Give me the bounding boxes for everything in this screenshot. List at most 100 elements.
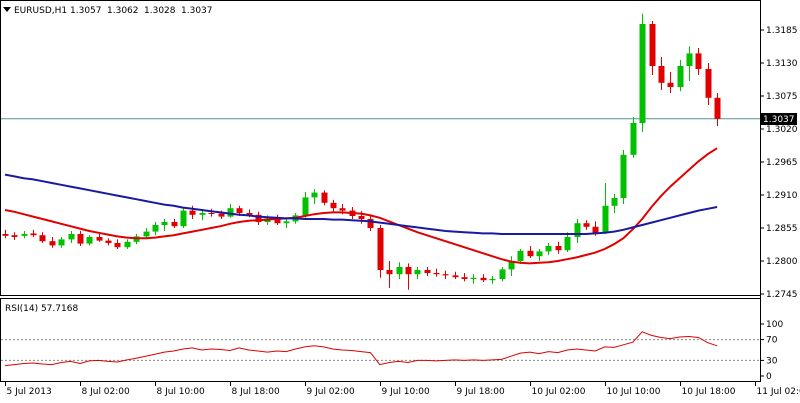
candle-body	[678, 66, 684, 87]
candle-body	[50, 241, 56, 245]
candle-body	[462, 277, 468, 279]
candle-body	[162, 222, 168, 225]
price-tick-label: 1.3130	[766, 59, 798, 69]
candle-body	[378, 228, 384, 270]
candle-body	[284, 221, 290, 223]
candle-body	[303, 197, 309, 215]
candle-body	[219, 214, 225, 217]
candle-body	[593, 227, 599, 233]
candle-body	[631, 123, 637, 155]
rsi-tick-label: 0	[766, 372, 772, 382]
price-tick-label: 1.3020	[766, 125, 798, 135]
candle-body	[397, 267, 403, 274]
time-tick-label: 10 Jul 10:00	[607, 387, 661, 397]
candle-body	[425, 270, 431, 273]
candle-body	[565, 237, 571, 250]
chart-header: EURUSD,H1 1.3057 1.3062 1.3028 1.3037	[3, 6, 213, 16]
price-tick-label: 1.2745	[766, 290, 798, 300]
candle-body	[40, 235, 46, 241]
candle-body	[331, 203, 337, 208]
price-tick-label: 1.2855	[766, 224, 798, 234]
candle-body	[200, 213, 206, 215]
candle-body	[144, 232, 150, 237]
candle-body	[209, 213, 215, 214]
price-tick-label: 1.3185	[766, 26, 798, 36]
time-tick-label: 9 Jul 10:00	[382, 387, 431, 397]
current-price-tag: 1.3037	[761, 113, 797, 125]
candle-body	[106, 241, 112, 243]
time-tick-label: 8 Jul 10:00	[157, 387, 206, 397]
time-tick-label: 8 Jul 18:00	[232, 387, 281, 397]
candle-body	[87, 237, 93, 244]
rsi-label: RSI(14) 57.7168	[5, 304, 78, 314]
candle-body	[69, 234, 75, 239]
candle-body	[12, 235, 18, 237]
candle-body	[556, 246, 562, 250]
candle-body	[322, 193, 328, 203]
candle-body	[537, 251, 543, 256]
time-tick-label: 10 Jul 18:00	[682, 387, 736, 397]
candle	[621, 150, 627, 204]
candle-body	[434, 273, 440, 274]
candle-body	[340, 208, 346, 210]
open-price: 1.3057	[70, 6, 102, 16]
candle-body	[125, 242, 131, 247]
candle-body	[640, 24, 646, 123]
candle-body	[153, 225, 159, 232]
candle-body	[115, 243, 121, 247]
candle-body	[415, 270, 421, 274]
candle-body	[237, 208, 243, 213]
rsi-axis: 100 70 30 0	[760, 320, 783, 382]
rsi-tick-label: 30	[766, 356, 778, 366]
time-tick-label: 9 Jul 02:00	[307, 387, 356, 397]
candle-body	[3, 234, 9, 236]
candle-body	[706, 69, 712, 98]
time-tick-label: 9 Jul 18:00	[457, 387, 506, 397]
candle	[378, 225, 384, 278]
high-price: 1.3062	[107, 6, 139, 16]
candle-body	[650, 24, 656, 66]
candle-body	[443, 274, 449, 275]
candle-body	[31, 233, 37, 235]
candle-body	[659, 66, 665, 83]
candle-body	[584, 223, 590, 227]
candle-body	[481, 278, 487, 280]
candle-body	[668, 83, 674, 87]
candle-body	[172, 222, 178, 226]
candle-body	[78, 234, 84, 244]
candle-body	[97, 237, 103, 241]
candle-body	[621, 155, 627, 198]
candle-body	[687, 53, 693, 66]
candle-body	[696, 53, 702, 69]
price-axis: 1.3185 1.3130 1.3075 1.3020 1.2965 1.2910 1.28…	[760, 26, 798, 300]
current-price-value: 1.3037	[763, 115, 795, 125]
price-tick-label: 1.2910	[766, 191, 798, 201]
candle-body	[546, 246, 552, 251]
candle-body	[312, 193, 318, 198]
candle-body	[528, 251, 534, 256]
time-tick-label: 11 Jul 02:00	[757, 387, 800, 397]
rsi-tick-label: 70	[766, 336, 778, 346]
candle-body	[387, 270, 393, 274]
symbol-label: EURUSD,H1	[14, 6, 67, 16]
candle-body	[715, 98, 721, 119]
time-tick-label: 10 Jul 02:00	[532, 387, 586, 397]
candle	[631, 117, 637, 158]
candle-body	[359, 216, 365, 219]
rsi-tick-label: 100	[766, 320, 783, 330]
price-tick-label: 1.2800	[766, 257, 798, 267]
candle-body	[471, 278, 477, 279]
candle-body	[518, 251, 524, 261]
candle-body	[190, 211, 196, 215]
candle-body	[603, 206, 609, 233]
candle	[640, 14, 646, 132]
candle-body	[181, 211, 187, 227]
price-tick-label: 1.2965	[766, 158, 798, 168]
candle-body	[59, 239, 65, 245]
candle-body	[228, 208, 234, 216]
time-tick-label: 5 Jul 2013	[7, 387, 52, 397]
candle-body	[22, 234, 28, 236]
price-tick-label: 1.3075	[766, 92, 798, 102]
